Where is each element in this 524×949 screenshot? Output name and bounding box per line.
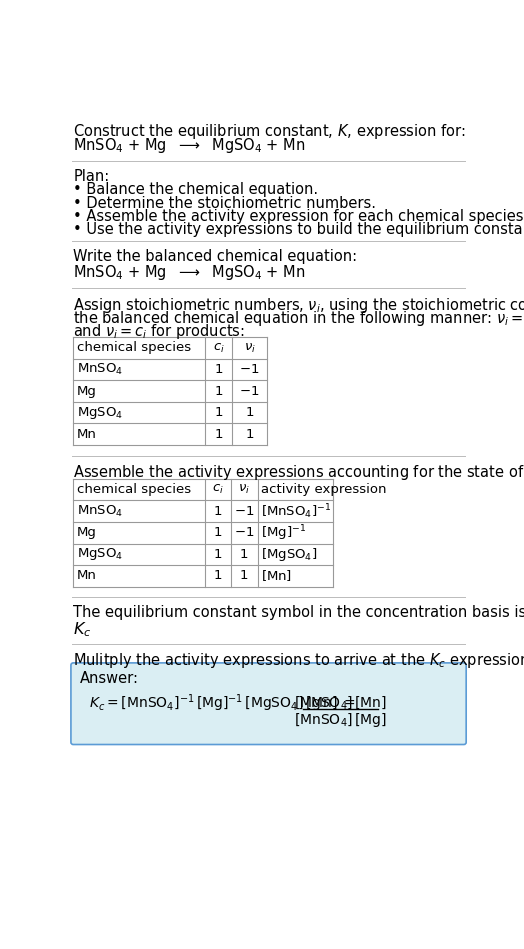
Text: Answer:: Answer: <box>80 671 138 686</box>
Text: 1: 1 <box>214 428 223 440</box>
Text: 1: 1 <box>214 363 223 376</box>
FancyBboxPatch shape <box>71 663 466 745</box>
Text: $\nu_i$: $\nu_i$ <box>238 483 250 496</box>
Text: and $\nu_i = c_i$ for products:: and $\nu_i = c_i$ for products: <box>73 322 245 341</box>
Text: 1: 1 <box>214 569 222 583</box>
Text: $\nu_i$: $\nu_i$ <box>244 342 256 355</box>
Text: the balanced chemical equation in the following manner: $\nu_i = -c_i$ for react: the balanced chemical equation in the fo… <box>73 308 524 327</box>
Text: Assemble the activity expressions accounting for the state of matter and $\nu_i$: Assemble the activity expressions accoun… <box>73 463 524 482</box>
Text: Assign stoichiometric numbers, $\nu_i$, using the stoichiometric coefficients, $: Assign stoichiometric numbers, $\nu_i$, … <box>73 295 524 315</box>
Text: • Use the activity expressions to build the equilibrium constant expression.: • Use the activity expressions to build … <box>73 222 524 236</box>
Text: $[\mathrm{Mn}]$: $[\mathrm{Mn}]$ <box>261 568 292 584</box>
Text: • Balance the chemical equation.: • Balance the chemical equation. <box>73 182 319 197</box>
Text: • Determine the stoichiometric numbers.: • Determine the stoichiometric numbers. <box>73 195 376 211</box>
Text: MgSO$_4$: MgSO$_4$ <box>77 547 123 563</box>
Text: MnSO$_4$ + Mg  $\longrightarrow$  MgSO$_4$ + Mn: MnSO$_4$ + Mg $\longrightarrow$ MgSO$_4$… <box>73 263 306 282</box>
Text: $-1$: $-1$ <box>234 527 254 539</box>
Text: Write the balanced chemical equation:: Write the balanced chemical equation: <box>73 249 357 264</box>
Text: 1: 1 <box>245 406 254 419</box>
Text: The equilibrium constant symbol in the concentration basis is:: The equilibrium constant symbol in the c… <box>73 605 524 620</box>
Text: $[\mathrm{MnSO_4}]^{-1}$: $[\mathrm{MnSO_4}]^{-1}$ <box>261 502 331 521</box>
Text: 1: 1 <box>214 384 223 398</box>
Text: 1: 1 <box>245 428 254 440</box>
Text: $K_c = [\mathrm{MnSO_4}]^{-1}\,[\mathrm{Mg}]^{-1}\,[\mathrm{MgSO_4}]\,[\mathrm{M: $K_c = [\mathrm{MnSO_4}]^{-1}\,[\mathrm{… <box>89 692 356 714</box>
Text: MnSO$_4$: MnSO$_4$ <box>77 504 123 519</box>
Text: 1: 1 <box>214 406 223 419</box>
Text: $c_i$: $c_i$ <box>212 483 224 496</box>
Text: activity expression: activity expression <box>261 483 386 496</box>
Text: Mg: Mg <box>77 384 97 398</box>
Text: $[\mathrm{MgSO_4}]$: $[\mathrm{MgSO_4}]$ <box>261 546 317 563</box>
Text: $-1$: $-1$ <box>239 363 260 376</box>
Text: 1: 1 <box>240 569 248 583</box>
Text: MnSO$_4$ + Mg  $\longrightarrow$  MgSO$_4$ + Mn: MnSO$_4$ + Mg $\longrightarrow$ MgSO$_4$… <box>73 137 306 156</box>
Text: MgSO$_4$: MgSO$_4$ <box>77 404 123 420</box>
Text: 1: 1 <box>214 548 222 561</box>
Text: $[\mathrm{Mg}]^{-1}$: $[\mathrm{Mg}]^{-1}$ <box>261 523 306 543</box>
Text: 1: 1 <box>240 548 248 561</box>
Text: Mg: Mg <box>77 527 97 539</box>
Text: $-1$: $-1$ <box>234 505 254 518</box>
Text: $[\mathrm{MgSO_4}]\,[\mathrm{Mn}]$: $[\mathrm{MgSO_4}]\,[\mathrm{Mn}]$ <box>294 694 387 712</box>
Text: 1: 1 <box>214 527 222 539</box>
Text: • Assemble the activity expression for each chemical species.: • Assemble the activity expression for e… <box>73 209 524 224</box>
Text: MnSO$_4$: MnSO$_4$ <box>77 362 123 377</box>
Text: $[\mathrm{MnSO_4}]\,[\mathrm{Mg}]$: $[\mathrm{MnSO_4}]\,[\mathrm{Mg}]$ <box>294 712 387 730</box>
Text: Mulitply the activity expressions to arrive at the $K_c$ expression:: Mulitply the activity expressions to arr… <box>73 651 524 670</box>
Text: $c_i$: $c_i$ <box>213 342 224 355</box>
Text: 1: 1 <box>214 505 222 518</box>
Text: Plan:: Plan: <box>73 169 110 183</box>
Text: Mn: Mn <box>77 569 97 583</box>
Text: $-1$: $-1$ <box>239 384 260 398</box>
Text: Mn: Mn <box>77 428 97 440</box>
Text: chemical species: chemical species <box>77 483 191 496</box>
Text: Construct the equilibrium constant, $K$, expression for:: Construct the equilibrium constant, $K$,… <box>73 121 466 140</box>
Text: chemical species: chemical species <box>77 342 191 355</box>
Text: $K_c$: $K_c$ <box>73 621 92 640</box>
